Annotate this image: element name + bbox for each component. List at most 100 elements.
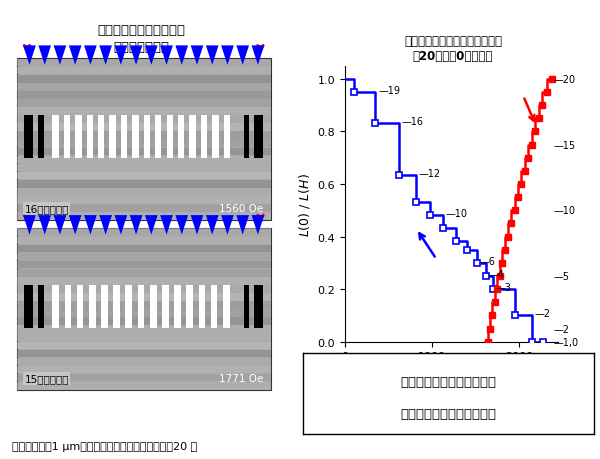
Polygon shape xyxy=(145,216,158,235)
Bar xyxy=(17,148,271,156)
Bar xyxy=(109,116,116,159)
Text: —2: —2 xyxy=(535,308,551,319)
Bar xyxy=(17,84,271,91)
Text: —16: —16 xyxy=(401,116,424,126)
Bar xyxy=(98,116,104,159)
Bar xyxy=(17,59,271,220)
Bar xyxy=(137,285,145,329)
Bar xyxy=(150,285,157,329)
Polygon shape xyxy=(191,216,203,235)
Bar xyxy=(17,108,271,116)
Bar xyxy=(101,285,108,329)
Bar xyxy=(17,100,271,107)
Bar xyxy=(17,309,271,317)
Polygon shape xyxy=(99,216,112,235)
Polygon shape xyxy=(175,216,188,235)
Text: —3: —3 xyxy=(496,282,511,292)
Bar xyxy=(17,140,271,148)
Polygon shape xyxy=(69,46,82,66)
Bar xyxy=(17,269,271,277)
Text: ねじれの数は離散的に変化: ねじれの数は離散的に変化 xyxy=(401,407,497,420)
Polygon shape xyxy=(23,46,36,66)
Bar xyxy=(167,116,173,159)
Bar xyxy=(65,285,71,329)
Bar xyxy=(212,116,218,159)
Bar xyxy=(17,213,271,220)
Polygon shape xyxy=(251,216,264,235)
Polygon shape xyxy=(38,216,51,235)
Text: （20ケから0ケまで）: （20ケから0ケまで） xyxy=(413,50,493,63)
Text: —2: —2 xyxy=(553,324,569,334)
Polygon shape xyxy=(221,46,234,66)
Polygon shape xyxy=(99,46,112,66)
Bar xyxy=(89,285,95,329)
X-axis label: $H$ (Oe): $H$ (Oe) xyxy=(431,367,472,382)
Text: —12: —12 xyxy=(419,169,441,179)
Polygon shape xyxy=(84,216,97,235)
Bar xyxy=(17,245,271,253)
Bar xyxy=(17,366,271,374)
Bar xyxy=(224,116,230,159)
Y-axis label: $L(0)$ / $L(H)$: $L(0)$ / $L(H)$ xyxy=(297,173,312,236)
Polygon shape xyxy=(236,216,249,235)
Bar xyxy=(17,173,271,180)
Bar xyxy=(17,342,271,349)
Bar xyxy=(17,318,271,325)
Text: —1,0: —1,0 xyxy=(553,337,578,347)
Polygon shape xyxy=(160,46,173,66)
Bar xyxy=(52,116,59,159)
Bar xyxy=(17,229,271,237)
Text: 1771 Oe: 1771 Oe xyxy=(218,373,263,383)
Bar xyxy=(17,60,271,67)
Bar xyxy=(113,285,120,329)
Bar xyxy=(17,374,271,381)
Bar xyxy=(17,253,271,261)
Polygon shape xyxy=(23,216,36,235)
Bar xyxy=(17,124,271,132)
Bar xyxy=(17,156,271,164)
Bar xyxy=(17,116,271,123)
Bar xyxy=(190,116,196,159)
Polygon shape xyxy=(236,46,249,66)
Text: 1560 Oe: 1560 Oe xyxy=(219,204,263,214)
Polygon shape xyxy=(69,216,82,235)
Bar xyxy=(17,132,271,140)
Bar xyxy=(223,285,230,329)
Bar xyxy=(132,116,139,159)
Bar xyxy=(17,382,271,390)
Polygon shape xyxy=(38,46,51,66)
Polygon shape xyxy=(53,46,66,66)
Bar xyxy=(17,285,271,293)
Text: キラル磁気ソリトン格子の: キラル磁気ソリトン格子の xyxy=(401,375,497,388)
Text: —5: —5 xyxy=(553,271,569,281)
Polygon shape xyxy=(130,46,142,66)
Bar xyxy=(17,67,271,75)
Polygon shape xyxy=(160,216,173,235)
Polygon shape xyxy=(221,216,234,235)
Bar xyxy=(17,293,271,301)
Polygon shape xyxy=(115,216,127,235)
Text: —10: —10 xyxy=(553,206,575,216)
Bar xyxy=(211,285,217,329)
Text: —20: —20 xyxy=(553,75,575,84)
Bar xyxy=(86,116,93,159)
Polygon shape xyxy=(251,46,264,66)
Bar xyxy=(25,285,33,329)
Bar xyxy=(17,76,271,84)
Bar xyxy=(144,116,150,159)
Bar xyxy=(125,285,132,329)
Polygon shape xyxy=(175,46,188,66)
Bar xyxy=(17,205,271,212)
Bar xyxy=(121,116,127,159)
Bar xyxy=(17,325,271,333)
Text: —6: —6 xyxy=(480,256,496,266)
Bar xyxy=(75,116,82,159)
Bar xyxy=(244,285,249,329)
Bar xyxy=(174,285,181,329)
Bar xyxy=(244,116,249,159)
Text: —15: —15 xyxy=(553,140,575,150)
Bar xyxy=(52,285,59,329)
Text: の電子顕微鏡像: の電子顕微鏡像 xyxy=(113,40,169,54)
Bar xyxy=(17,164,271,172)
Bar xyxy=(38,116,44,159)
